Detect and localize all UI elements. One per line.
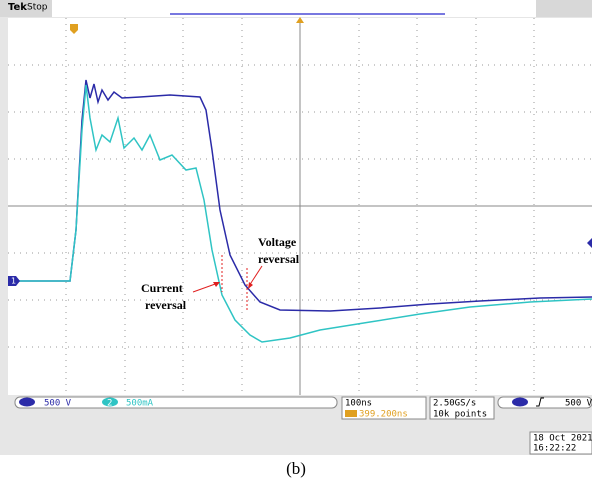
trigger-level: 500 V bbox=[565, 399, 592, 409]
ch1-marker-label: 1 bbox=[11, 277, 16, 286]
ch2-number: 2 bbox=[107, 399, 112, 409]
caption: (b) bbox=[286, 459, 306, 478]
date: 18 Oct 2021 bbox=[533, 434, 592, 444]
timebase: 100ns bbox=[345, 399, 372, 409]
page: Tek Stop 1 Voltage reversal Current reve… bbox=[0, 0, 592, 489]
record-length: 10k points bbox=[433, 410, 487, 420]
ch1-badge bbox=[19, 398, 35, 407]
ch1-scale: 500 V bbox=[44, 399, 72, 409]
annotation: reversal bbox=[258, 252, 300, 266]
annotation: reversal bbox=[145, 298, 187, 312]
time: 16:22:22 bbox=[533, 444, 576, 454]
scope-screenshot: Tek Stop 1 Voltage reversal Current reve… bbox=[0, 0, 592, 485]
trigger-source-badge bbox=[512, 398, 528, 407]
annotation: Voltage bbox=[258, 235, 297, 249]
sample-rate: 2.50GS/s bbox=[433, 399, 476, 409]
ch2-scale: 500mA bbox=[126, 399, 154, 409]
trigger-position: 399.200ns bbox=[359, 410, 408, 420]
annotation: Current bbox=[141, 281, 183, 295]
trigger-icon bbox=[345, 410, 357, 417]
run-status: Stop bbox=[27, 3, 48, 13]
brand: Tek bbox=[8, 2, 27, 13]
